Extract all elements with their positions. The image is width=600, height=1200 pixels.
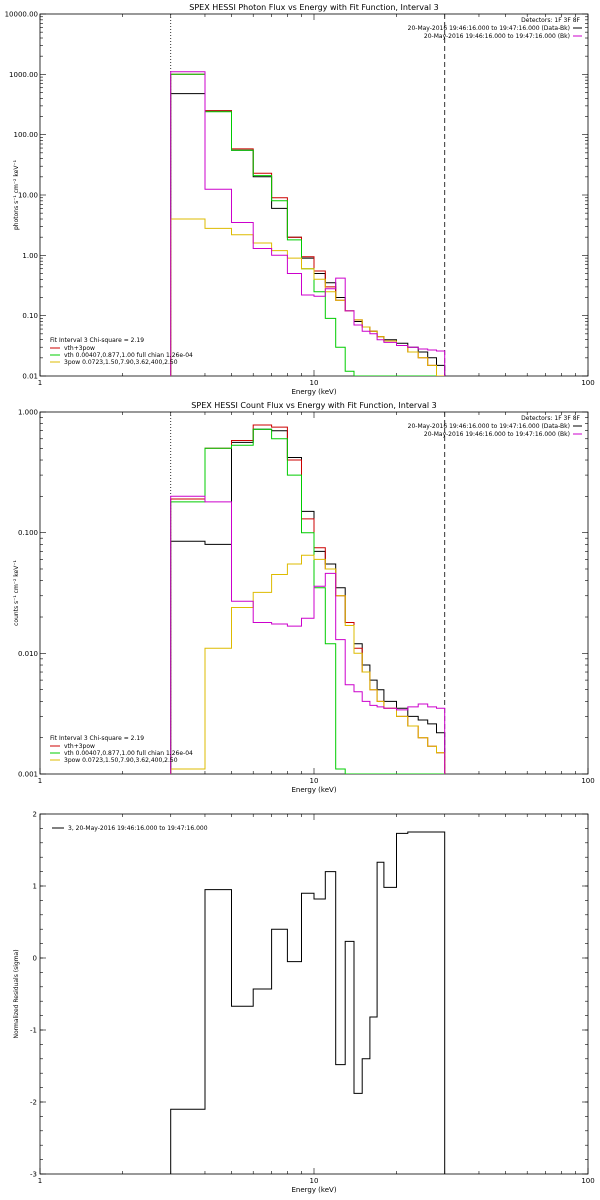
y-tick-label: 0.010 bbox=[18, 650, 38, 658]
legend-entry-residuals: 3, 20-May-2016 19:46:16.000 to 19:47:16.… bbox=[68, 825, 208, 832]
x-tick-label: 10 bbox=[310, 777, 319, 785]
series-line-5 bbox=[170, 71, 446, 376]
y-tick-label: 0.01 bbox=[22, 373, 38, 381]
plot-area bbox=[170, 14, 446, 376]
plot-frame bbox=[39, 13, 589, 377]
series-line-3 bbox=[170, 73, 445, 376]
x-tick-label: 100 bbox=[581, 379, 594, 387]
x-tick-label: 100 bbox=[581, 1177, 594, 1185]
y-tick-label: -2 bbox=[30, 1099, 37, 1107]
y-axis-label: Normalized Residuals (sigma) bbox=[13, 949, 20, 1038]
y-tick-label: 1000.00 bbox=[9, 71, 38, 79]
y-tick-label: 0.10 bbox=[22, 312, 38, 320]
series-line-5 bbox=[170, 495, 446, 774]
x-tick-label: 1 bbox=[38, 777, 42, 785]
series-line-4 bbox=[170, 554, 446, 774]
chart-title: SPEX HESSI Count Flux vs Energy with Fit… bbox=[191, 401, 436, 410]
y-tick-label: 1.00 bbox=[22, 252, 38, 260]
x-axis-label: Energy (keV) bbox=[291, 786, 336, 794]
plot-frame bbox=[39, 813, 589, 1175]
y-tick-label: 0.100 bbox=[18, 529, 38, 537]
plot-area bbox=[170, 831, 446, 1174]
y-tick-label: 10000.00 bbox=[5, 11, 38, 19]
legend-entry-2: vth+3pow bbox=[64, 743, 95, 750]
detectors-label: Detectors: 1F 3F 8F bbox=[521, 415, 580, 422]
y-tick-label: 100.00 bbox=[14, 131, 39, 139]
legend-entry-bk: 20-May-2016 19:46:16.000 to 19:47:16.000… bbox=[424, 431, 570, 438]
x-tick-label: 1 bbox=[38, 379, 42, 387]
legend-entry-4: 3pow 0.0723,1.50,7.90,3.62,400,2.50 bbox=[64, 757, 178, 764]
legend-entry-bk: 20-May-2016 19:46:16.000 to 19:47:16.000… bbox=[424, 33, 570, 40]
x-tick-label: 10 bbox=[310, 379, 319, 387]
y-tick-label: 0 bbox=[33, 955, 37, 963]
legend-entry-data: 20-May-2016 19:46:16.000 to 19:47:16.000… bbox=[408, 423, 570, 430]
x-axis-label: Energy (keV) bbox=[291, 388, 336, 396]
series-line-3 bbox=[170, 428, 445, 774]
y-tick-label: 1.000 bbox=[18, 409, 38, 417]
x-axis-label: Energy (keV) bbox=[291, 1186, 336, 1194]
y-tick-label: 1 bbox=[33, 883, 37, 891]
chart-title: SPEX HESSI Photon Flux vs Energy with Fi… bbox=[189, 3, 439, 12]
y-tick-label: 10.00 bbox=[18, 192, 38, 200]
chart-1: 1 10 100 Energy (keV) 0.01 0.10 1.00 10.00 100.0… bbox=[5, 3, 595, 396]
legend-entry-4: 3pow 0.0723,1.50,7.90,3.62,400,2.50 bbox=[64, 359, 178, 366]
series-line-4 bbox=[170, 218, 445, 376]
x-tick-label: 1 bbox=[38, 1177, 42, 1185]
series-line-1 bbox=[170, 93, 446, 376]
y-tick-label: -3 bbox=[30, 1171, 37, 1179]
chart-3: 1 10 100 Energy (keV) -3 -2 -1 0 1 2 Normalized Re… bbox=[13, 811, 595, 1195]
y-axis-label: photons s⁻¹ cm⁻² keV⁻¹ bbox=[13, 159, 20, 230]
y-tick-label: -1 bbox=[30, 1027, 37, 1035]
detectors-label: Detectors: 1F 3F 8F bbox=[521, 17, 580, 24]
x-tick-label: 10 bbox=[310, 1177, 319, 1185]
series-line-1 bbox=[170, 428, 446, 774]
y-tick-label: 2 bbox=[33, 811, 37, 819]
chart-2: 1 10 100 Energy (keV) 0.001 0.010 0.100 1.000 co… bbox=[13, 401, 595, 794]
series-line-1 bbox=[170, 831, 446, 1174]
legend-entry-2: vth+3pow bbox=[64, 345, 95, 352]
legend-entry-3: vth 0.00407,0.877,1.00 full chian 1.26e-… bbox=[64, 750, 193, 757]
y-axis-label: counts s⁻¹ cm⁻² keV⁻¹ bbox=[13, 560, 20, 626]
series-line-2 bbox=[170, 424, 446, 774]
fit-interval-label: Fit Interval 3 Chi-square = 2.19 bbox=[50, 337, 144, 344]
legend-entry-data: 20-May-2016 19:46:16.000 to 19:47:16.000… bbox=[408, 25, 570, 32]
x-tick-label: 100 bbox=[581, 777, 594, 785]
legend-entry-3: vth 0.00407,0.877,1.00 full chian 1.26e-… bbox=[64, 352, 193, 359]
plot-area bbox=[170, 412, 446, 774]
fit-interval-label: Fit Interval 3 Chi-square = 2.19 bbox=[50, 735, 144, 742]
y-tick-label: 0.001 bbox=[18, 771, 38, 779]
series-line-2 bbox=[170, 73, 445, 376]
